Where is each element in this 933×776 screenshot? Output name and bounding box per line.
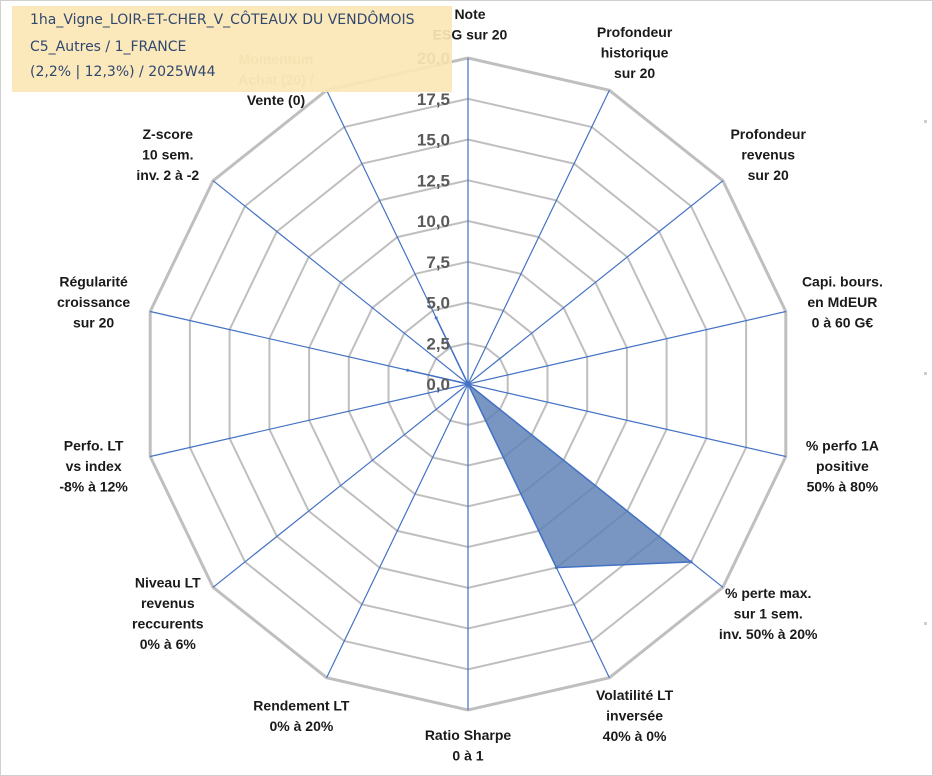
tick-label: 2,5: [426, 334, 450, 353]
tick-label: 0,0: [426, 375, 450, 394]
tick-label: 12,5: [417, 171, 450, 190]
edge-mark: [924, 372, 927, 375]
axis-label-line: 0% à 6%: [140, 636, 197, 652]
data-point: [466, 382, 470, 386]
axis-label-line: 40% à 0%: [603, 728, 667, 744]
axis-label-line: -8% à 12%: [59, 478, 128, 494]
axis-label-line: 0 à 60 G€: [812, 315, 874, 331]
data-point: [406, 368, 410, 372]
axis-label-line: reccurents: [132, 616, 204, 632]
axis-label-line: inversée: [606, 708, 663, 724]
axis-spoke: [326, 383, 469, 678]
axis-label-line: sur 1 sem.: [734, 605, 803, 621]
tick-label: 10,0: [417, 212, 450, 231]
axis-spoke: [467, 90, 610, 385]
axis-label-line: en MdEUR: [807, 294, 877, 310]
axis-label: Z-score 10 sem. inv. 2 à -2: [136, 126, 199, 183]
data-point: [554, 566, 558, 570]
axis-label-line: historique: [601, 44, 669, 60]
axis-spoke: [467, 310, 786, 385]
title-line-2: C5_Autres / 1_FRANCE: [30, 39, 187, 55]
axis-label-line: 0% à 20%: [269, 718, 333, 734]
edge-mark: [924, 622, 927, 625]
axis-label: Capi. bours. en MdEUR 0 à 60 G€: [802, 274, 883, 331]
axis-label-line: inv. 2 à -2: [136, 167, 199, 183]
tick-label: 15,0: [417, 131, 450, 150]
axis-label: Régularité croissance sur 20: [57, 274, 130, 331]
axis-label: Ratio Sharpe 0 à 1: [425, 727, 512, 764]
axis-label-line: Profondeur: [730, 126, 806, 142]
axis-label: Profondeur revenus sur 20: [730, 126, 806, 183]
data-point: [689, 560, 693, 564]
axis-label: % perfo 1A positive 50% à 80%: [806, 437, 879, 494]
axis-label-line: Vente (0): [247, 92, 305, 108]
data-point: [434, 316, 438, 320]
axis-label-line: Profondeur: [597, 24, 673, 40]
axis-label-line: croissance: [57, 294, 130, 310]
axis-label: Niveau LT revenus reccurents 0% à 6%: [132, 575, 204, 653]
axis-label-line: Perfo. LT: [64, 437, 124, 453]
axis-label-line: sur 20: [73, 315, 114, 331]
title-line-3: (2,2% | 12,3%) / 2025W44: [30, 64, 216, 80]
axis-label-line: Ratio Sharpe: [425, 727, 512, 743]
axis-spoke: [467, 383, 786, 458]
axis-label: Profondeur historique sur 20: [597, 24, 673, 81]
axis-label-line: Note: [454, 6, 485, 22]
axis-label-line: 0 à 1: [452, 748, 483, 764]
axis-spoke: [212, 383, 469, 588]
axis-spoke: [150, 383, 469, 458]
axis-label-line: Z-score: [143, 126, 194, 142]
axis-label-line: revenus: [741, 147, 795, 163]
tick-label: 7,5: [426, 253, 450, 272]
axis-label-line: positive: [816, 458, 869, 474]
axis-label-line: 50% à 80%: [807, 478, 879, 494]
title-box: 1ha_Vigne_LOIR-ET-CHER_V_CÔTEAUX DU VEND…: [12, 6, 452, 92]
edge-mark: [924, 120, 927, 123]
axis-label-line: Régularité: [59, 274, 128, 290]
axis-spoke: [212, 180, 469, 385]
axis-label-line: sur 20: [614, 65, 655, 81]
data-series-area: [407, 317, 694, 569]
axis-label-line: revenus: [141, 595, 195, 611]
axis-label-line: Niveau LT: [135, 575, 201, 591]
axis-label: Volatilité LT inversée 40% à 0%: [596, 687, 674, 744]
axis-label-line: Rendement LT: [253, 697, 350, 713]
axis-label-line: vs index: [66, 458, 122, 474]
tick-label: 17,5: [417, 90, 450, 109]
axis-label-line: inv. 50% à 20%: [719, 626, 818, 642]
axis-label-line: Capi. bours.: [802, 274, 883, 290]
axis-spoke: [467, 180, 724, 385]
axis-label-line: % perte max.: [725, 585, 811, 601]
axis-label-line: % perfo 1A: [806, 437, 879, 453]
axis-label: Perfo. LT vs index -8% à 12%: [59, 437, 128, 494]
tick-label: 5,0: [426, 294, 450, 313]
axis-label-line: 10 sem.: [142, 147, 193, 163]
axis-label-line: Volatilité LT: [596, 687, 674, 703]
title-line-1: 1ha_Vigne_LOIR-ET-CHER_V_CÔTEAUX DU VEND…: [30, 12, 415, 28]
axis-label-line: sur 20: [748, 167, 789, 183]
axis-label: Rendement LT 0% à 20%: [253, 697, 350, 734]
axis-label: % perte max. sur 1 sem. inv. 50% à 20%: [719, 585, 818, 642]
